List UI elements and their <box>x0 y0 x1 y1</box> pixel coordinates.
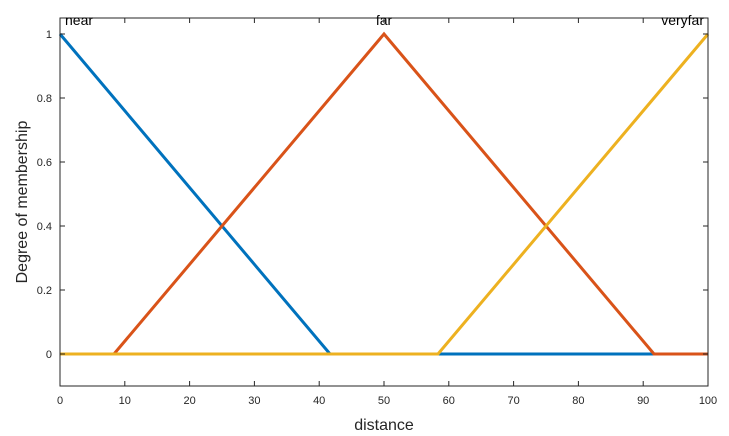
x-tick-label: 0 <box>57 395 63 407</box>
y-tick-label: 0.8 <box>37 93 52 105</box>
x-tick-label: 70 <box>507 395 519 407</box>
x-tick-label: 10 <box>119 395 131 407</box>
x-tick-label: 40 <box>313 395 325 407</box>
y-tick-label: 0.6 <box>37 157 52 169</box>
y-tick-label: 0.2 <box>37 285 52 297</box>
mf-label-far: far <box>376 12 393 28</box>
x-tick-label: 80 <box>572 395 584 407</box>
y-tick-label: 0 <box>46 349 52 361</box>
mf-label-near: near <box>65 12 93 28</box>
x-tick-label: 50 <box>378 395 390 407</box>
x-tick-label: 20 <box>183 395 195 407</box>
series-line-veryfar <box>60 33 710 356</box>
membership-function-labels: near far veryfar <box>65 12 704 28</box>
x-tick-label: 60 <box>443 395 455 407</box>
plot-area: 0 10 20 30 40 50 60 70 80 90 100 0 0.2 0.4 0.6 0.8 1 ne… <box>37 12 717 407</box>
y-axis-ticks: 0 0.2 0.4 0.6 0.8 1 <box>37 29 708 361</box>
x-tick-label: 100 <box>699 395 717 407</box>
axes-box <box>59 17 709 387</box>
mf-label-veryfar: veryfar <box>661 12 704 28</box>
series-layer <box>58 31 710 356</box>
x-tick-label: 90 <box>637 395 649 407</box>
y-tick-label: 1 <box>46 29 52 41</box>
x-axis-ticks: 0 10 20 30 40 50 60 70 80 90 100 <box>57 18 717 407</box>
y-axis-title: Degree of membership <box>14 121 31 284</box>
x-axis-title: distance <box>354 417 414 434</box>
series-line-near <box>58 33 708 356</box>
series-line-far <box>60 31 708 356</box>
y-tick-label: 0.4 <box>37 221 52 233</box>
x-tick-label: 30 <box>248 395 260 407</box>
